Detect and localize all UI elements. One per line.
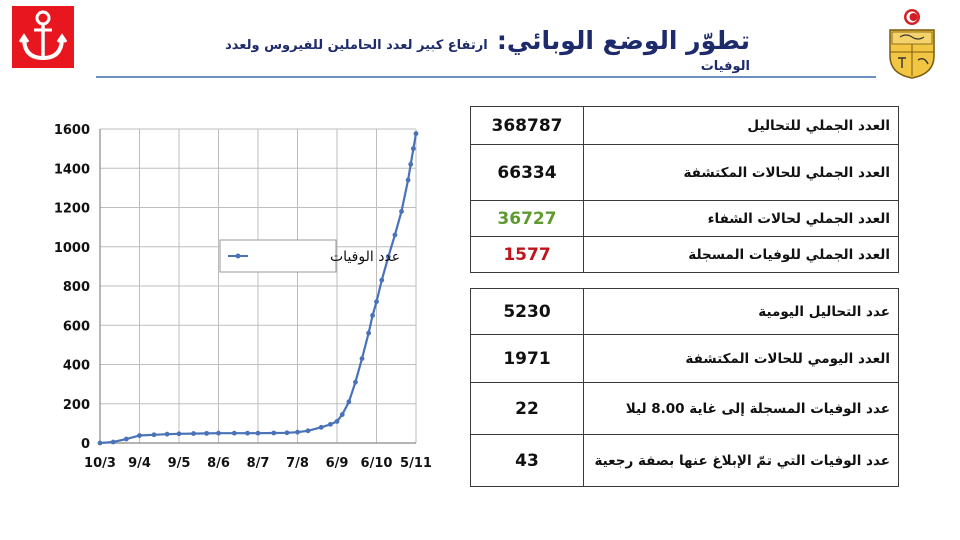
data-point: [245, 430, 250, 436]
data-point: [284, 430, 290, 436]
daily-row: 43 عدد الوفيات التي تمّ الإبلاغ عنها بصفة…: [470, 434, 899, 487]
x-tick-label: 8/6: [207, 456, 230, 471]
summary-value: 368787: [470, 106, 584, 145]
data-point: [385, 254, 391, 259]
x-tick-label: 6/10: [361, 456, 393, 471]
summary-label: العدد الجملي للتحاليل: [583, 106, 899, 145]
data-point: [366, 330, 371, 336]
data-point: [392, 232, 398, 238]
daily-label: العدد اليومي للحالات المكتشفة: [583, 334, 899, 383]
page-title: تطوّر الوضع الوبائي:: [496, 26, 750, 55]
data-point: [334, 419, 340, 424]
data-point: [305, 428, 311, 434]
daily-row: 1971 العدد اليومي للحالات المكتشفة: [470, 334, 899, 383]
y-tick-label: 400: [63, 359, 90, 374]
data-point: [374, 299, 379, 305]
summary-table: 368787 العدد الجملي للتحاليل 66334 العدد ال…: [470, 106, 899, 273]
data-point: [271, 430, 277, 436]
data-point: [413, 131, 419, 136]
data-point: [353, 379, 358, 385]
summary-value: 36727: [470, 200, 584, 237]
data-point: [204, 430, 210, 436]
x-tick-label: 6/9: [326, 456, 349, 471]
x-tick-label: 8/7: [247, 456, 270, 471]
data-point: [405, 177, 411, 183]
page-subtitle: ارتفاع كبير لعدد الحاملين للفيروس ولعدد …: [225, 38, 750, 74]
data-point: [151, 432, 157, 438]
summary-label: العدد الجملي لحالات الشفاء: [583, 200, 899, 237]
y-tick-label: 200: [63, 398, 90, 413]
data-point: [399, 209, 404, 214]
y-tick-label: 1200: [54, 202, 90, 217]
data-point: [408, 161, 414, 167]
daily-label: عدد التحاليل اليومية: [583, 288, 899, 335]
title-divider: [96, 76, 876, 78]
data-point: [191, 431, 196, 436]
daily-table: 5230 عدد التحاليل اليومية 1971 العدد اليومي…: [470, 288, 899, 487]
x-tick-label: 9/5: [168, 456, 191, 471]
summary-row: 368787 العدد الجملي للتحاليل: [470, 106, 899, 145]
y-tick-label: 600: [63, 319, 90, 334]
data-point: [123, 436, 129, 442]
chart-legend: عدد الوفيات: [219, 239, 400, 273]
data-point: [216, 430, 221, 436]
daily-label: عدد الوفيات التي تمّ الإبلاغ عنها بصفة ر…: [583, 434, 899, 487]
daily-value: 1971: [470, 334, 584, 383]
summary-row: 66334 العدد الجملي للحالات المكتشفة: [470, 144, 899, 201]
summary-row: 36727 العدد الجملي لحالات الشفاء: [470, 200, 899, 237]
tunisia-coat-of-arms: [884, 6, 940, 80]
summary-label: العدد الجملي للوفيات المسجلة: [583, 236, 899, 273]
daily-row: 22 عدد الوفيات المسجلة إلى غاية 8.00 ليلا: [470, 382, 899, 435]
legend-label: عدد الوفيات: [330, 249, 400, 265]
daily-value: 43: [470, 434, 584, 487]
data-point: [97, 440, 103, 446]
data-point: [346, 399, 352, 405]
y-tick-label: 1600: [54, 123, 90, 138]
data-point: [339, 412, 345, 417]
daily-value: 5230: [470, 288, 584, 335]
daily-row: 5230 عدد التحاليل اليومية: [470, 288, 899, 335]
x-tick-label: 10/3: [84, 456, 116, 471]
daily-label: عدد الوفيات المسجلة إلى غاية 8.00 ليلا: [583, 382, 899, 435]
y-tick-label: 1000: [54, 241, 90, 256]
data-point: [231, 430, 237, 436]
summary-row: 1577 العدد الجملي للوفيات المسجلة: [470, 236, 899, 273]
coat-of-arms-icon: [889, 9, 935, 79]
data-point: [410, 146, 416, 152]
data-point: [110, 439, 116, 445]
summary-label: العدد الجملي للحالات المكتشفة: [583, 144, 899, 201]
data-point: [379, 277, 385, 283]
data-point: [328, 421, 333, 427]
x-tick-label: 9/4: [128, 456, 151, 471]
header: تطوّر الوضع الوبائي: ارتفاع كبير لعدد ال…: [190, 26, 750, 74]
data-point: [164, 431, 170, 437]
data-point: [137, 433, 142, 438]
y-tick-label: 0: [81, 437, 90, 452]
data-point: [370, 313, 375, 318]
data-point: [359, 356, 365, 362]
anchor-crescent-logo: [12, 6, 74, 68]
data-point: [318, 424, 324, 430]
daily-value: 22: [470, 382, 584, 435]
y-tick-label: 1400: [54, 162, 90, 177]
y-tick-label: 800: [63, 280, 90, 295]
anchor-icon: [18, 10, 68, 61]
summary-value: 1577: [470, 236, 584, 273]
data-point: [255, 430, 261, 436]
data-point: [176, 431, 182, 437]
x-tick-label: 5/11: [400, 456, 432, 471]
deaths-line-chart: 0 200 400 600 800 1000 1200 1400 1600 10/3 9/4 9/5…: [54, 123, 432, 471]
data-point: [295, 429, 300, 435]
x-tick-label: 7/8: [286, 456, 309, 471]
summary-value: 66334: [470, 144, 584, 201]
